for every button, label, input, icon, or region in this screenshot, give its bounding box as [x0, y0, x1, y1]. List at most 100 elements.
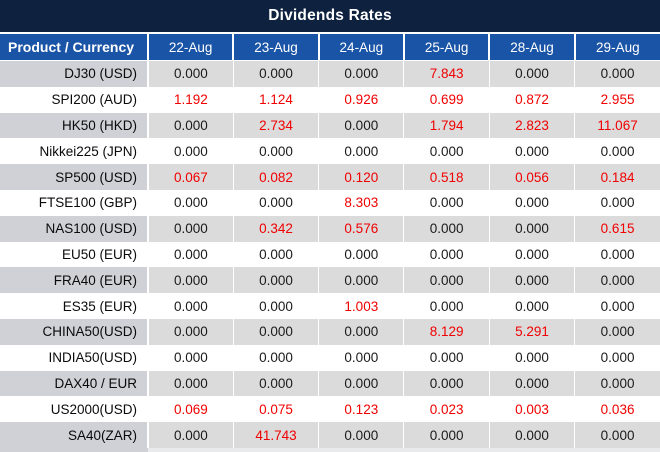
- rate-cell: 0.000: [232, 344, 319, 371]
- rate-cell: 0.000: [488, 215, 575, 242]
- rate-cell: 0.000: [318, 112, 404, 139]
- rate-cell: 0.000: [488, 138, 575, 165]
- rate-cell: 0.000: [488, 267, 575, 294]
- partial-bottom-row: [0, 447, 660, 452]
- dividends-rates-table: Product / Currency 22-Aug 23-Aug 24-Aug 25-…: [0, 32, 660, 448]
- product-cell: NAS100 (USD): [0, 215, 148, 242]
- column-header-25-aug: 25-Aug: [402, 32, 490, 61]
- rate-cell: 2.734: [232, 112, 319, 139]
- rate-cell: 0.000: [232, 318, 319, 345]
- rate-cell: 0.120: [318, 164, 404, 190]
- product-cell: EU50 (EUR): [0, 241, 148, 268]
- rate-cell: 0.000: [146, 189, 234, 216]
- rate-cell: 8.303: [318, 189, 404, 216]
- table-row: FRA40 (EUR) 0.000 0.000 0.000 0.000 0.000 0.00…: [0, 267, 660, 294]
- rate-cell: 0.000: [232, 241, 319, 268]
- rate-cell: 0.036: [574, 396, 660, 423]
- rate-cell: 2.823: [488, 112, 575, 139]
- rate-cell: 0.000: [318, 422, 404, 448]
- rate-cell: 1.192: [146, 86, 234, 113]
- rate-cell: 0.000: [403, 138, 490, 165]
- rate-cell: 41.743: [232, 422, 319, 448]
- rate-cell: 0.123: [318, 396, 404, 423]
- table-row: NAS100 (USD) 0.000 0.342 0.576 0.000 0.000 0.6…: [0, 215, 660, 242]
- rate-cell: 0.000: [146, 293, 234, 319]
- rate-cell: 0.000: [146, 267, 234, 294]
- product-cell: DJ30 (USD): [0, 60, 148, 87]
- table-body: DJ30 (USD) 0.000 0.000 0.000 7.843 0.000 0.000…: [0, 60, 660, 448]
- product-cell: FRA40 (EUR): [0, 267, 148, 294]
- rate-cell: 0.000: [146, 241, 234, 268]
- rate-cell: 0.000: [232, 267, 319, 294]
- rate-cell: 0.000: [574, 60, 660, 87]
- rate-cell: 0.000: [403, 422, 490, 448]
- rate-cell: 5.291: [488, 318, 575, 345]
- rate-cell: 1.794: [403, 112, 490, 139]
- rate-cell: 0.000: [146, 422, 234, 448]
- rate-cell: 0.000: [574, 293, 660, 319]
- rate-cell: 0.000: [318, 241, 404, 268]
- rate-cell: 0.000: [488, 293, 575, 319]
- product-cell: SPI200 (AUD): [0, 86, 148, 113]
- rate-cell: 2.955: [574, 86, 660, 113]
- rate-cell: 1.124: [232, 86, 319, 113]
- rate-cell: 0.000: [403, 344, 490, 371]
- header-row: Product / Currency 22-Aug 23-Aug 24-Aug 25-…: [0, 32, 660, 61]
- rate-cell: 0.000: [488, 241, 575, 268]
- table-row: EU50 (EUR) 0.000 0.000 0.000 0.000 0.000 0.000: [0, 241, 660, 268]
- rate-cell: 0.000: [403, 189, 490, 216]
- rate-cell: 0.000: [146, 370, 234, 397]
- column-header-product-currency: Product / Currency: [0, 32, 148, 61]
- rate-cell: 0.000: [232, 189, 319, 216]
- column-header-29-aug: 29-Aug: [573, 32, 660, 61]
- page-title: Dividends Rates: [268, 7, 392, 24]
- rate-cell: 0.000: [146, 318, 234, 345]
- table-row: US2000(USD) 0.069 0.075 0.123 0.023 0.003 0.03…: [0, 396, 660, 423]
- rate-cell: 0.000: [146, 138, 234, 165]
- rate-cell: 0.576: [318, 215, 404, 242]
- rate-cell: 0.000: [232, 370, 319, 397]
- rate-cell: 0.000: [232, 138, 319, 165]
- rate-cell: 0.000: [146, 60, 234, 87]
- column-header-28-aug: 28-Aug: [488, 32, 575, 61]
- rate-cell: 0.342: [232, 215, 319, 242]
- rate-cell: 0.000: [146, 215, 234, 242]
- rate-cell: 0.000: [146, 112, 234, 139]
- rate-cell: 0.000: [488, 344, 575, 371]
- table-row: SPI200 (AUD) 1.192 1.124 0.926 0.699 0.872 2.9…: [0, 86, 660, 113]
- table-row: Nikkei225 (JPN) 0.000 0.000 0.000 0.000 0.000…: [0, 138, 660, 165]
- rate-cell: 0.872: [488, 86, 575, 113]
- rate-cell: 0.000: [488, 60, 575, 87]
- rate-cell: 0.000: [318, 318, 404, 345]
- title-bar: Dividends Rates: [0, 0, 660, 32]
- rate-cell: 0.075: [232, 396, 319, 423]
- product-cell: INDIA50(USD): [0, 344, 148, 371]
- rate-cell: 0.000: [574, 318, 660, 345]
- column-header-22-aug: 22-Aug: [146, 32, 234, 61]
- table-row: DJ30 (USD) 0.000 0.000 0.000 7.843 0.000 0.000: [0, 60, 660, 87]
- rate-cell: 0.615: [574, 215, 660, 242]
- product-cell: SP500 (USD): [0, 164, 148, 190]
- rate-cell: 0.000: [403, 293, 490, 319]
- rate-cell: 8.129: [403, 318, 490, 345]
- rate-cell: 0.000: [574, 370, 660, 397]
- table-row: SP500 (USD) 0.067 0.082 0.120 0.518 0.056 0.18…: [0, 164, 660, 190]
- rate-cell: 0.000: [403, 241, 490, 268]
- partial-product-cell: [0, 447, 148, 452]
- rate-cell: 0.000: [574, 422, 660, 448]
- rate-cell: 0.000: [232, 60, 319, 87]
- rate-cell: 0.000: [318, 267, 404, 294]
- rate-cell: 7.843: [403, 60, 490, 87]
- product-cell: DAX40 / EUR: [0, 370, 148, 397]
- product-cell: CHINA50(USD): [0, 318, 148, 345]
- rate-cell: 0.003: [488, 396, 575, 423]
- product-cell: US2000(USD): [0, 396, 148, 423]
- rate-cell: 0.000: [574, 138, 660, 165]
- rate-cell: 0.000: [574, 267, 660, 294]
- rate-cell: 0.000: [232, 293, 319, 319]
- partial-value-area: [148, 447, 660, 452]
- rate-cell: 0.000: [403, 370, 490, 397]
- product-cell: HK50 (HKD): [0, 112, 148, 139]
- rate-cell: 0.000: [318, 344, 404, 371]
